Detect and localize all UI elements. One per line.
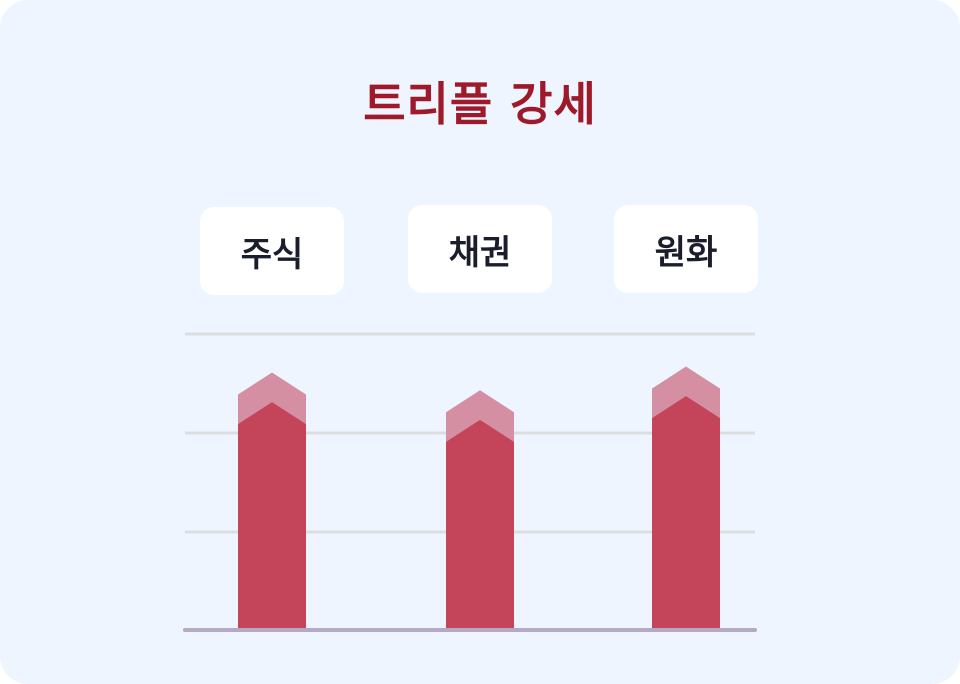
bar-0	[238, 372, 306, 628]
category-label-stocks: 주식	[200, 207, 344, 295]
bar-growth-segment	[446, 390, 514, 444]
bar-growth-segment	[652, 366, 720, 421]
bar-main-segment	[652, 396, 720, 628]
bars	[238, 366, 720, 628]
bar-main-segment	[446, 419, 514, 628]
category-label-won: 원화	[614, 205, 758, 293]
bar-1	[446, 390, 514, 628]
bar-2	[652, 366, 720, 628]
chart-title: 트리플 강세	[363, 77, 597, 131]
category-label-bonds: 채권	[408, 205, 552, 293]
bar-growth-segment	[238, 372, 306, 427]
bar-main-segment	[238, 402, 306, 628]
